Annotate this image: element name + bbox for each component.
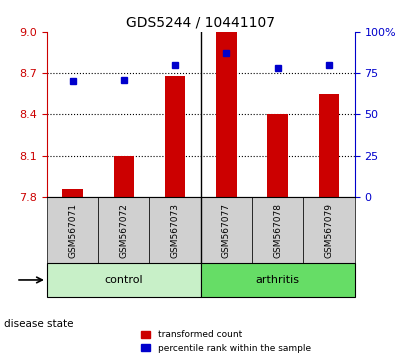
Text: GSM567071: GSM567071 xyxy=(68,203,77,258)
Text: GSM567079: GSM567079 xyxy=(325,203,333,258)
Text: GSM567073: GSM567073 xyxy=(171,203,180,258)
Text: control: control xyxy=(104,275,143,285)
FancyBboxPatch shape xyxy=(47,197,98,263)
Title: GDS5244 / 10441107: GDS5244 / 10441107 xyxy=(126,15,275,29)
FancyBboxPatch shape xyxy=(252,197,303,263)
FancyBboxPatch shape xyxy=(303,197,355,263)
Text: disease state: disease state xyxy=(4,319,74,329)
FancyBboxPatch shape xyxy=(98,197,150,263)
Bar xyxy=(165,76,185,197)
Bar xyxy=(62,189,83,197)
Bar xyxy=(113,156,134,197)
Bar xyxy=(319,94,339,197)
Text: GSM567072: GSM567072 xyxy=(119,203,128,258)
Bar xyxy=(268,114,288,197)
FancyBboxPatch shape xyxy=(47,263,201,297)
Text: GSM567077: GSM567077 xyxy=(222,203,231,258)
FancyBboxPatch shape xyxy=(201,197,252,263)
Text: arthritis: arthritis xyxy=(256,275,300,285)
Text: GSM567078: GSM567078 xyxy=(273,203,282,258)
FancyBboxPatch shape xyxy=(150,197,201,263)
FancyBboxPatch shape xyxy=(201,263,355,297)
Legend: transformed count, percentile rank within the sample: transformed count, percentile rank withi… xyxy=(138,327,314,354)
Bar xyxy=(216,32,237,197)
